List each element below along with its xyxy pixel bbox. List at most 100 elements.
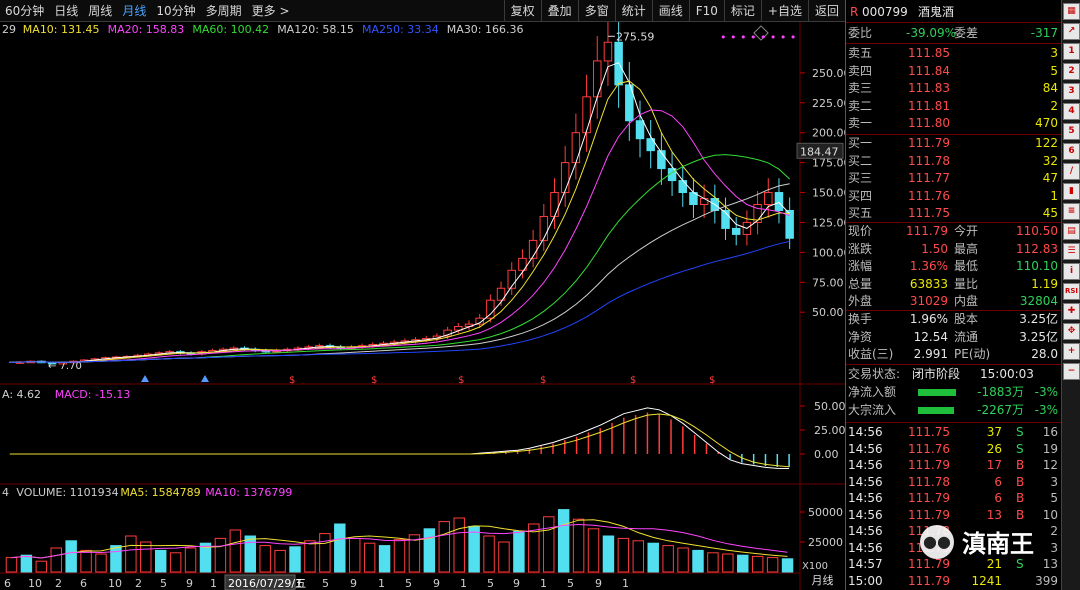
stat-value: 2.991 xyxy=(913,347,948,361)
volume-bar xyxy=(35,560,48,573)
line-icon[interactable]: ∕ xyxy=(1063,163,1080,180)
list-icon[interactable]: ☰ xyxy=(1063,243,1080,260)
candle xyxy=(678,180,688,194)
timeframe-6[interactable]: 更多 > xyxy=(251,3,290,18)
bars-icon[interactable]: ≡ xyxy=(1063,203,1080,220)
dollar-signal: $ xyxy=(709,375,715,386)
r-marker: R xyxy=(850,5,859,19)
chart-icon[interactable]: ↗ xyxy=(1063,23,1080,40)
timeframe-1[interactable]: 日线 xyxy=(54,3,79,18)
price-tick: 100.00 xyxy=(812,246,845,259)
date-tick: 10 xyxy=(108,577,122,590)
toolbar-button-4[interactable]: 画线 xyxy=(651,0,689,22)
macd-legend: A: 4.62 MACD: -15.13 xyxy=(2,388,130,401)
dollar-signal: $ xyxy=(630,375,636,386)
ask-row[interactable]: 卖三 111.83 84 xyxy=(846,80,1062,97)
status-value: 闭市阶段 xyxy=(912,367,961,381)
stock-header[interactable]: R 000799 酒鬼酒 xyxy=(846,4,1062,21)
toolbar-button-7[interactable]: +自选 xyxy=(760,0,808,22)
move-icon[interactable]: ✥ xyxy=(1063,323,1080,340)
weibi-label: 委比 xyxy=(848,26,873,40)
diamond-icon[interactable] xyxy=(753,25,769,41)
info-icon[interactable]: i xyxy=(1063,263,1080,280)
ask-row[interactable]: 卖五 111.85 3 xyxy=(846,45,1062,62)
timeframe-3[interactable]: 月线 xyxy=(122,3,147,18)
volume-bar xyxy=(677,547,689,573)
toolbar-button-2[interactable]: 多窗 xyxy=(577,0,615,22)
toolbar-button-8[interactable]: 返回 xyxy=(807,0,845,22)
volume-bar xyxy=(781,558,794,573)
timeframe-5[interactable]: 多周期 xyxy=(205,3,242,18)
date-tick: 9 xyxy=(433,577,440,590)
tick-price: 111.79 xyxy=(908,573,950,588)
stat-row: 外盘 31029 内盘 32804 xyxy=(846,293,1062,310)
price-tick: 250.00 xyxy=(812,67,845,80)
timeframe-4[interactable]: 10分钟 xyxy=(156,3,196,18)
stat-label: 收益(三) xyxy=(848,347,894,361)
timeframe-2[interactable]: 周线 xyxy=(88,3,113,18)
bid-price: 111.79 xyxy=(908,136,950,150)
stat-label: 内盘 xyxy=(954,294,979,308)
legend-item: MA5: 1584789 xyxy=(120,486,200,499)
legend-item: MA10: 131.45 xyxy=(23,23,100,36)
stat-label: 流通 xyxy=(954,329,979,344)
ask-volume: 2 xyxy=(1050,98,1058,113)
zoom-in-icon[interactable]: + xyxy=(1063,343,1080,360)
stat-label: 外盘 xyxy=(848,294,873,308)
volume-bar xyxy=(5,557,18,573)
ask-row[interactable]: 卖四 111.84 5 xyxy=(846,63,1062,80)
low-label: ← 7.70 xyxy=(48,361,82,372)
bid-label: 买四 xyxy=(848,188,873,203)
toolbar-button-6[interactable]: 标记 xyxy=(723,0,761,22)
volume-bar xyxy=(125,535,137,573)
tool-sidebar: ▦ ↗ 1 2 3 4 5 6 ∕ ▮ ≡ ▤ ☰ i RSI ✚ ✥ + − xyxy=(1061,0,1080,590)
kline-chart[interactable]: 29 MA10: 131.45 MA20: 158.83 MA60: 100.42 MA… xyxy=(0,22,845,590)
bid-row[interactable]: 买二 111.78 32 xyxy=(846,153,1062,170)
macd-tick: 50.00 xyxy=(814,400,845,413)
candle xyxy=(507,269,516,289)
ask-row[interactable]: 卖二 111.81 2 xyxy=(846,98,1062,115)
stat-value: 111.79 xyxy=(906,224,948,238)
arrow-up-icon xyxy=(141,375,149,382)
zoom-out-icon[interactable]: − xyxy=(1063,363,1080,380)
bid-row[interactable]: 买三 111.77 47 xyxy=(846,170,1062,187)
date-tick: 9 xyxy=(350,577,357,590)
stat-row: 涨幅 1.36% 最低 110.10 xyxy=(846,258,1062,275)
stat-label: 涨跌 xyxy=(848,241,873,256)
stat-row: 收益(三) 2.991 PE(动) 28.0 xyxy=(846,346,1062,363)
5-icon[interactable]: 5 xyxy=(1063,123,1080,140)
timeframe-0[interactable]: 60分钟 xyxy=(5,3,45,18)
bid-row[interactable]: 买四 111.76 1 xyxy=(846,188,1062,205)
toolbar-button-3[interactable]: 统计 xyxy=(614,0,652,22)
candle-icon[interactable]: ▮ xyxy=(1063,183,1080,200)
tick-time: 14:56 xyxy=(848,441,883,456)
date-cursor-label: 2016/07/29/五 xyxy=(228,577,306,590)
tick-price: 111.76 xyxy=(908,441,950,456)
3-icon[interactable]: 3 xyxy=(1063,83,1080,100)
volume-bar xyxy=(65,540,77,573)
cross-icon[interactable]: ✚ xyxy=(1063,303,1080,320)
bid-row[interactable]: 买一 111.79 122 xyxy=(846,135,1062,152)
ask-row[interactable]: 卖一 111.80 470 xyxy=(846,115,1062,132)
4-icon[interactable]: 4 xyxy=(1063,103,1080,120)
1-icon[interactable]: 1 xyxy=(1063,43,1080,60)
stat-label: 最低 xyxy=(954,259,979,273)
ask-volume: 3 xyxy=(1050,46,1058,60)
volume-bar xyxy=(483,535,495,573)
stat-value: 1.50 xyxy=(921,241,948,256)
candle xyxy=(603,41,613,62)
toolbar-button-1[interactable]: 叠加 xyxy=(540,0,578,22)
toolbar-button-0[interactable]: 复权 xyxy=(503,0,541,22)
ma-line xyxy=(9,80,790,363)
bid-row[interactable]: 买五 111.75 45 xyxy=(846,205,1062,222)
dollar-signal: $ xyxy=(540,375,546,386)
tick-side: B xyxy=(1016,491,1025,505)
tick-count: 399 xyxy=(1035,573,1058,588)
tick-count: 12 xyxy=(1042,458,1058,472)
grid-icon[interactable]: ▦ xyxy=(1063,3,1080,20)
2-icon[interactable]: 2 xyxy=(1063,63,1080,80)
toolbar-button-5[interactable]: F10 xyxy=(688,0,724,22)
6-icon[interactable]: 6 xyxy=(1063,143,1080,160)
calendar-icon[interactable]: ▤ xyxy=(1063,223,1080,240)
rsi-icon[interactable]: RSI xyxy=(1063,283,1080,300)
